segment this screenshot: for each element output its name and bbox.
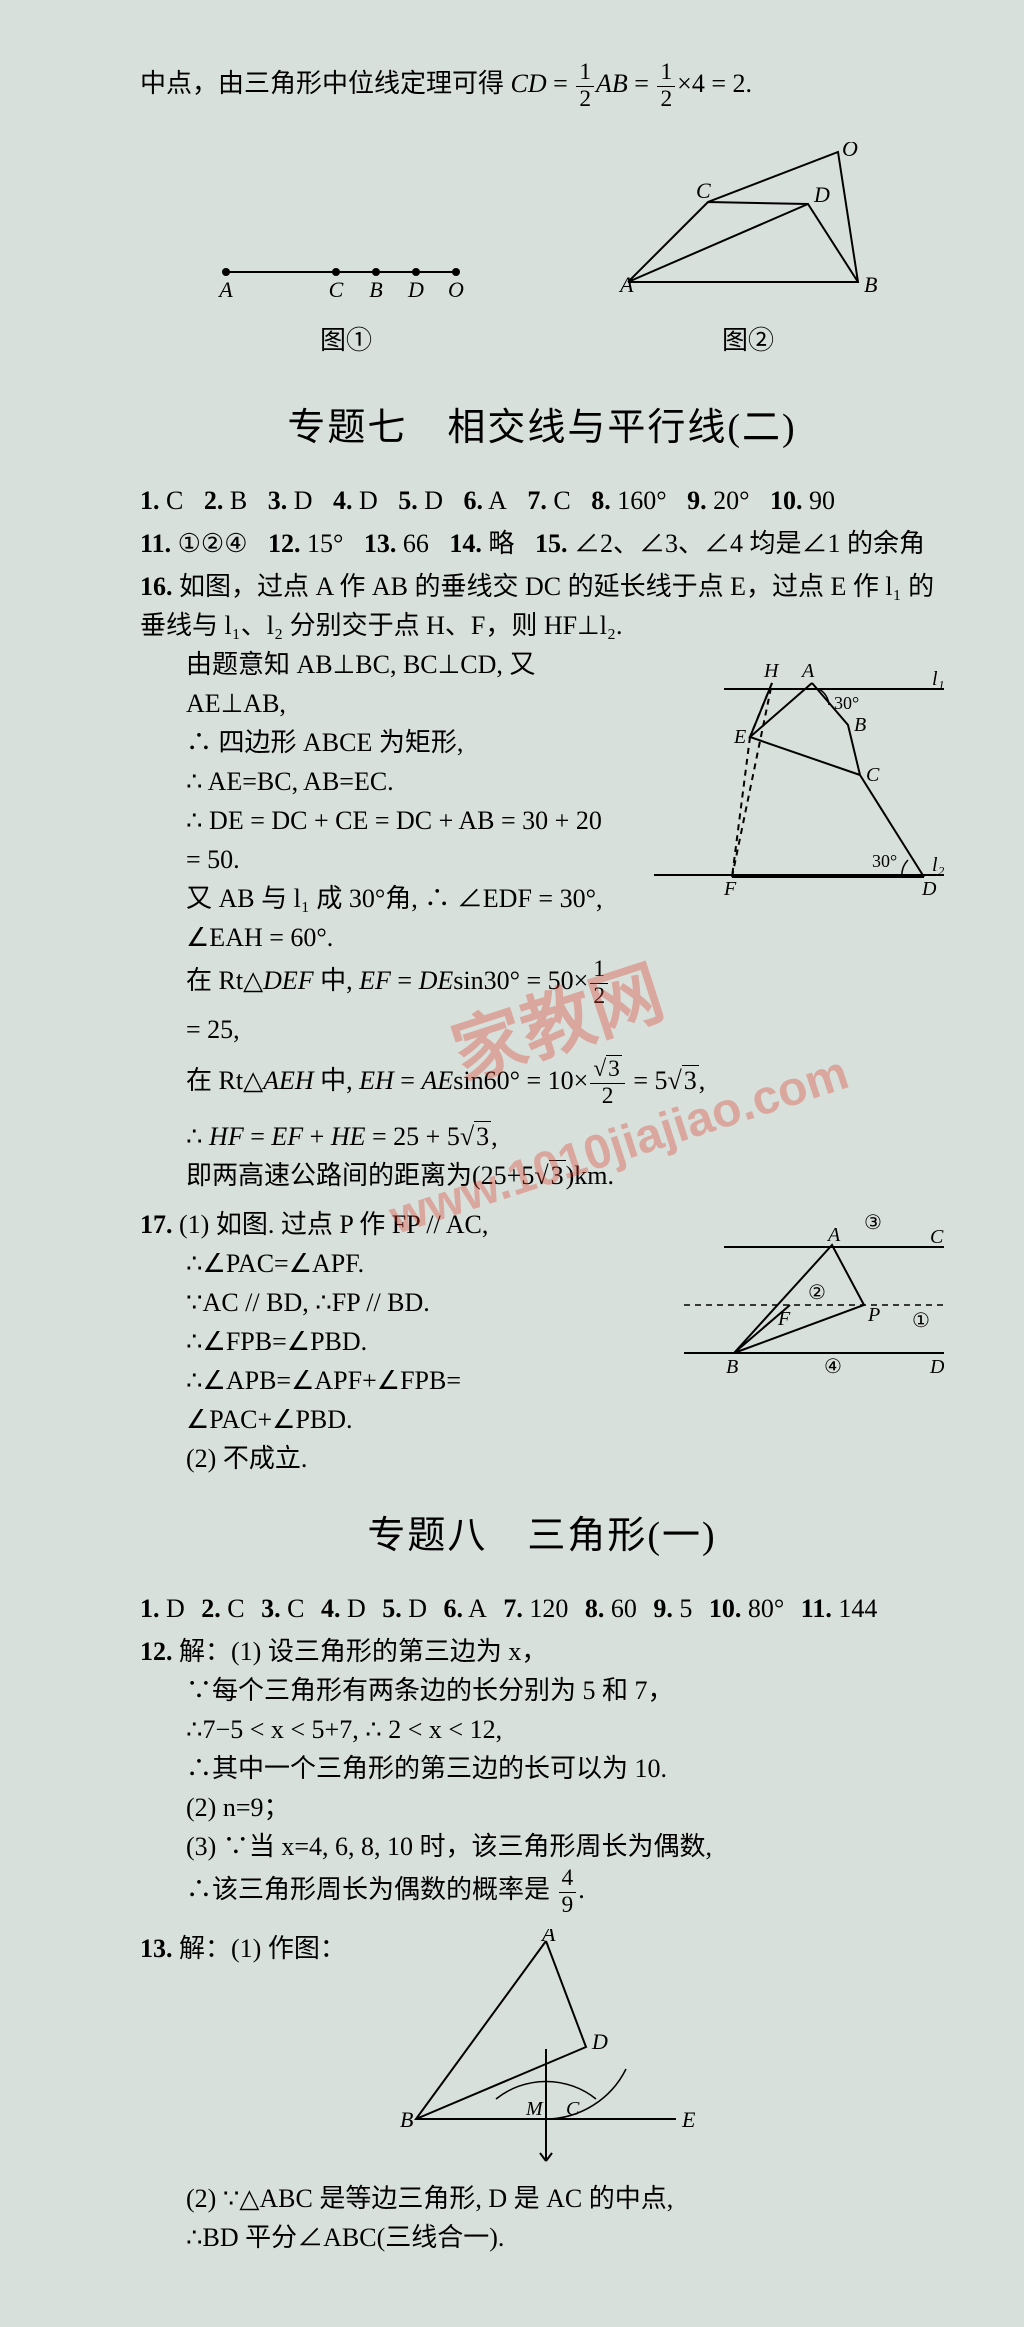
q17-line: ∴∠PAC=∠APF. <box>186 1244 644 1283</box>
svg-text:B: B <box>400 2107 413 2132</box>
svg-text:B: B <box>726 1356 738 1375</box>
figure-2-container: A B C D O 图② <box>608 142 888 360</box>
svg-text:D: D <box>813 182 830 207</box>
svg-text:③: ③ <box>864 1212 882 1234</box>
svg-text:A: A <box>618 272 634 297</box>
svg-text:D: D <box>929 1356 944 1375</box>
q12-last: ∴该三角形周长为偶数的概率是 49. <box>186 1866 944 1918</box>
svg-text:30°: 30° <box>872 851 897 871</box>
intro-text: 中点，由三角形中位线定理可得 CD = 12AB = 12×4 = 2. <box>140 60 944 112</box>
section-7-answers-row-2: 11. ①②④ 12. 15° 13. 66 14. 略 15. ∠2、∠3、∠… <box>140 524 944 563</box>
svg-text:O: O <box>842 142 858 161</box>
svg-text:F: F <box>723 878 737 895</box>
q16-line: 又 AB 与 l₁ 成 30°角, ∴ ∠EDF = 30°, <box>186 879 604 918</box>
section-7-answers-row-1: 1. C 2. B 3. D 4. D 5. D 6. A 7. C 8. 16… <box>140 481 944 520</box>
problem-17: 17. (1) 如图. 过点 P 作 FP // AC, ∴∠PAC=∠APF.… <box>140 1205 944 1478</box>
svg-text:l₂: l₂ <box>932 854 944 876</box>
section-7-title: 专题七 相交线与平行线(二) <box>140 400 944 457</box>
svg-text:H: H <box>763 660 780 682</box>
q12-line: ∴7−5 < x < 5+7, ∴ 2 < x < 12, <box>186 1710 944 1749</box>
q12-line: (2) n=9； <box>186 1788 944 1827</box>
q16-line: ∠EAH = 60°. <box>186 918 604 957</box>
svg-text:E: E <box>733 726 746 748</box>
figure-1-label: 图① <box>196 321 496 360</box>
q13-lead: 解：(1) 作图： <box>179 1934 346 1963</box>
q12-line: ∵每个三角形有两条边的长分别为 5 和 7， <box>186 1671 944 1710</box>
svg-text:O: O <box>448 277 464 302</box>
problem-12: 12. 解：(1) 设三角形的第三边为 x， ∵每个三角形有两条边的长分别为 5… <box>140 1632 944 1918</box>
svg-text:C: C <box>930 1226 944 1248</box>
svg-text:A: A <box>540 1929 556 1946</box>
svg-text:D: D <box>591 2029 608 2054</box>
q12-lead: 解：(1) 设三角形的第三边为 x， <box>179 1637 547 1666</box>
problem-16: 16. 如图，过点 A 作 AB 的垂线交 DC 的延长线于点 E，过点 E 作… <box>140 567 944 1195</box>
svg-text:A: A <box>826 1224 841 1246</box>
figure-1-container: A C B D O 图① <box>196 252 496 360</box>
q13-part2b: ∴BD 平分∠ABC(三线合一). <box>186 2218 944 2257</box>
q16-line: ∴ DE = DC + CE = DC + AB = 30 + 20 <box>186 801 604 840</box>
q16-line: ∴ 四边形 ABCE 为矩形, <box>186 723 604 762</box>
svg-text:M: M <box>525 2098 544 2120</box>
q17-part2: (2) 不成立. <box>186 1439 644 1478</box>
svg-text:A: A <box>800 660 815 682</box>
svg-text:E: E <box>681 2107 696 2132</box>
svg-text:C: C <box>696 178 711 203</box>
q17-line: ∴∠APB=∠APF+∠FPB= <box>186 1361 644 1400</box>
q16-line: ∴ AE=BC, AB=EC. <box>186 762 604 801</box>
svg-text:C: C <box>329 277 344 302</box>
svg-text:②: ② <box>808 1282 826 1304</box>
section-8-title: 专题八 三角形(一) <box>140 1508 944 1565</box>
svg-text:A: A <box>217 277 233 302</box>
svg-text:30°: 30° <box>834 693 859 713</box>
q17-line: ∴∠FPB=∠PBD. <box>186 1322 644 1361</box>
svg-text:B: B <box>854 714 866 736</box>
q16-rt-aeh: 在 Rt△AEH 中, EH = AEsin60° = 10×√32 = 5√3… <box>186 1057 944 1109</box>
q17-part1: (1) 如图. 过点 P 作 FP // AC, <box>179 1210 488 1239</box>
svg-text:F: F <box>777 1308 791 1330</box>
svg-text:①: ① <box>912 1310 930 1332</box>
figure-2-label: 图② <box>608 321 888 360</box>
figure-q16: H A B C E F D 30° 30° l₁ l₂ <box>624 645 944 895</box>
svg-text:D: D <box>921 878 937 895</box>
q16-ans: 即两高速公路间的距离为(25+5√3)km. <box>186 1156 944 1195</box>
svg-text:l₁: l₁ <box>932 668 944 690</box>
q17-line: ∠PAC+∠PBD. <box>186 1400 644 1439</box>
svg-text:P: P <box>867 1304 880 1326</box>
q12-line: ∴其中一个三角形的第三边的长可以为 10. <box>186 1749 944 1788</box>
q17-line: ∵AC // BD, ∴FP // BD. <box>186 1283 644 1322</box>
q16-line: 由题意知 AB⊥BC, BC⊥CD, 又 AE⊥AB, <box>186 645 604 723</box>
svg-text:B: B <box>369 277 382 302</box>
problem-13: 13. 解：(1) 作图： A B E D M C (2) ∵△ABC 是等边三… <box>140 1929 944 2257</box>
q16-rt-def: 在 Rt△DEF 中, EF = DEsin30° = 50×12 <box>186 957 944 1009</box>
figure-q17: A C B D F P ① ② ③ ④ <box>664 1205 944 1375</box>
q13-part2a: (2) ∵△ABC 是等边三角形, D 是 AC 的中点, <box>186 2179 944 2218</box>
q16-lead: 如图，过点 A 作 AB 的垂线交 DC 的延长线于点 E，过点 E 作 l₁ … <box>140 572 934 640</box>
figure-2: A B C D O <box>608 142 888 302</box>
svg-text:C: C <box>866 764 880 786</box>
figure-q13: A B E D M C <box>366 1929 726 2169</box>
svg-text:④: ④ <box>824 1356 842 1375</box>
q16-eq25: = 25, <box>186 1010 944 1049</box>
figure-row-1: A C B D O 图① A B C D O 图② <box>140 142 944 360</box>
svg-text:D: D <box>407 277 424 302</box>
section-8-answers-row-1: 1. D 2. C 3. C 4. D 5. D 6. A 7. 120 8. … <box>140 1589 944 1628</box>
q16-hf: ∴ HF = EF + HE = 25 + 5√3, <box>186 1117 944 1156</box>
figure-1: A C B D O <box>196 252 496 302</box>
q12-line: (3) ∵当 x=4, 6, 8, 10 时，该三角形周长为偶数, <box>186 1827 944 1866</box>
q16-line: = 50. <box>186 840 604 879</box>
svg-text:C: C <box>566 2098 580 2120</box>
svg-text:B: B <box>864 272 877 297</box>
